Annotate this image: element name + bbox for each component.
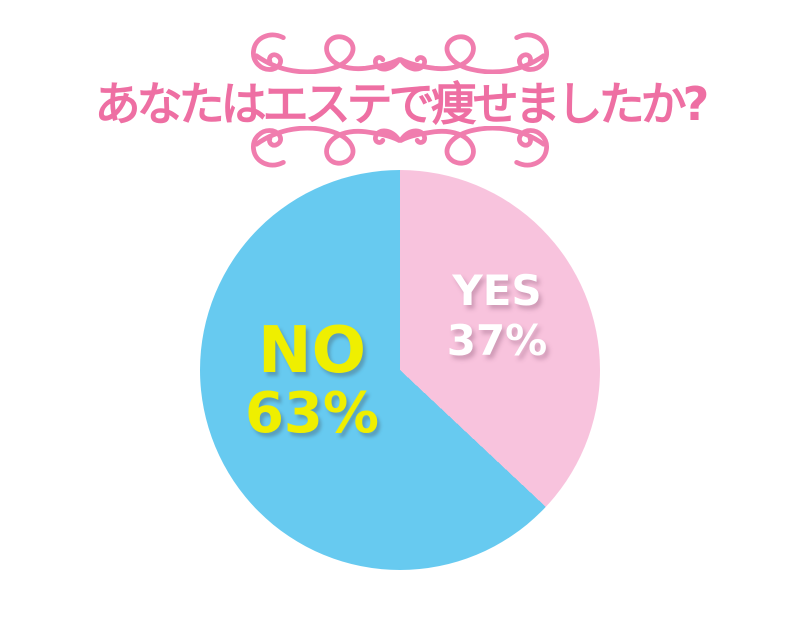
flourish-top bbox=[242, 30, 558, 74]
pie-chart bbox=[200, 170, 600, 570]
page-title: あなたはエステで痩せましたか? bbox=[94, 77, 710, 131]
flourish-icon bbox=[251, 126, 558, 170]
flourish-icon bbox=[251, 30, 558, 74]
flourish-bottom bbox=[242, 126, 558, 170]
